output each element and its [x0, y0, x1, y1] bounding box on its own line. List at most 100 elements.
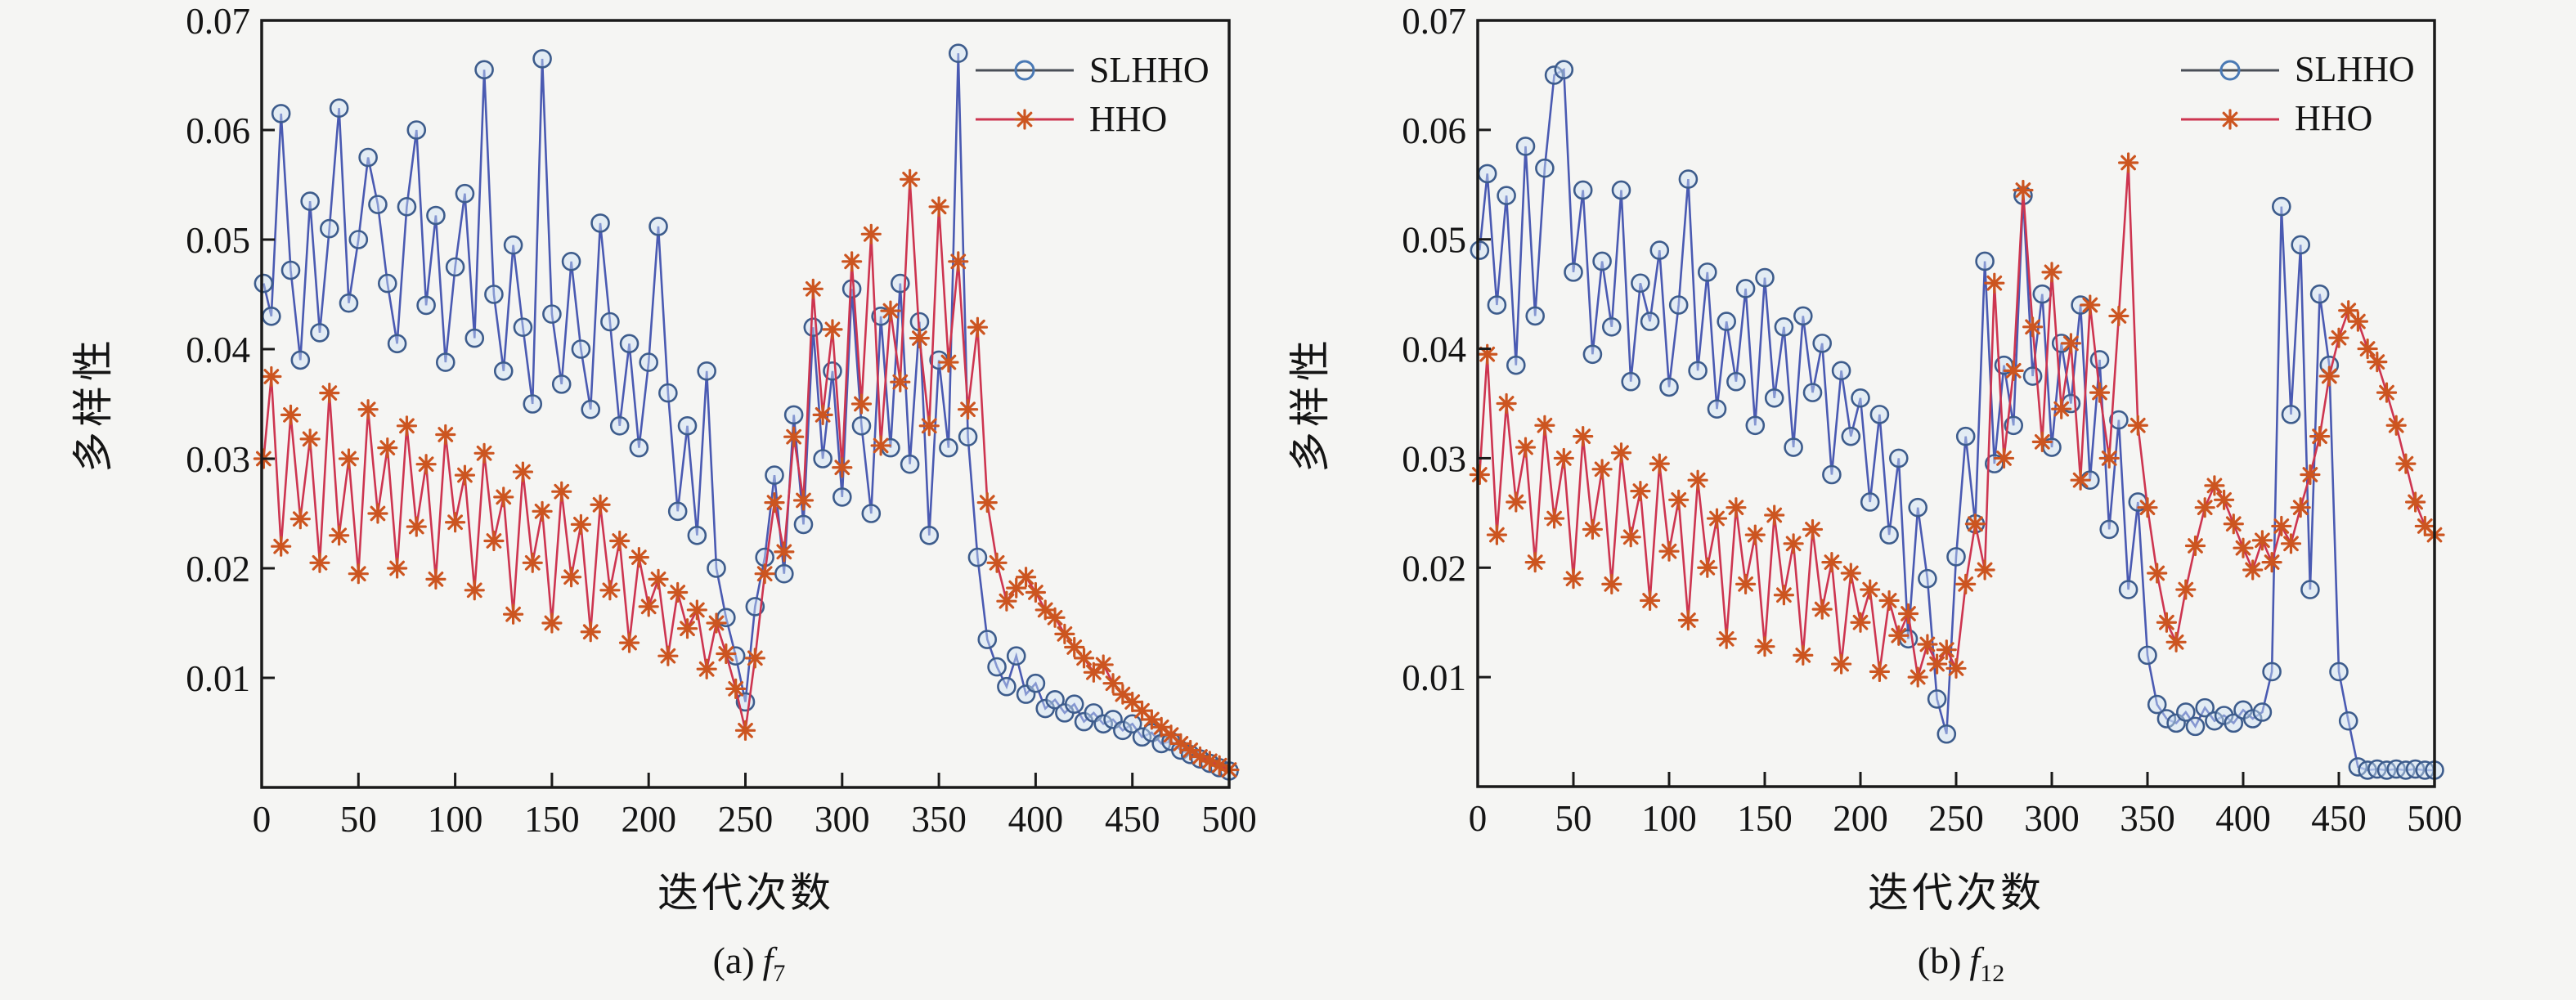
- x-tick-label: 50: [340, 799, 377, 840]
- asterisk-marker: [1201, 753, 1218, 769]
- asterisk-marker: [447, 514, 463, 531]
- asterisk-marker: [921, 418, 937, 434]
- asterisk-marker: [1173, 736, 1189, 751]
- caption-b-function-symbol: f: [1969, 939, 1981, 981]
- asterisk-marker: [2273, 518, 2290, 534]
- circle-marker: [1025, 673, 1046, 693]
- circle-marker: [1717, 312, 1736, 331]
- asterisk-marker: [824, 321, 841, 338]
- asterisk-marker: [631, 549, 647, 565]
- asterisk-marker: [786, 428, 802, 445]
- circle-marker: [523, 394, 543, 414]
- asterisk-marker: [1699, 559, 1716, 576]
- asterisk-marker: [2379, 384, 2394, 401]
- asterisk-marker: [2398, 455, 2414, 472]
- asterisk-marker: [428, 572, 444, 587]
- asterisk-marker: [1910, 669, 1926, 685]
- asterisk-marker: [1047, 609, 1063, 626]
- circle-marker: [2195, 697, 2215, 718]
- circle-marker: [2262, 661, 2282, 682]
- circle-marker: [619, 334, 640, 354]
- circle-marker: [300, 191, 320, 211]
- circle-marker: [1554, 60, 1574, 80]
- asterisk-marker: [2034, 433, 2050, 450]
- asterisk-marker: [834, 460, 850, 476]
- asterisk-marker: [2072, 472, 2089, 488]
- asterisk-marker: [1124, 694, 1141, 710]
- asterisk-marker: [505, 606, 521, 622]
- x-tick-label: 200: [621, 799, 676, 840]
- circle-marker: [1860, 492, 1880, 512]
- caption-b-prefix: (b): [1917, 939, 1962, 981]
- asterisk-marker: [2264, 554, 2280, 570]
- circle-marker: [590, 213, 610, 233]
- asterisk-marker: [931, 199, 947, 215]
- circle-marker: [1132, 727, 1152, 747]
- circle-marker: [1784, 437, 1803, 457]
- circle-marker: [2022, 366, 2043, 386]
- circle-marker: [406, 120, 427, 140]
- circle-marker: [1707, 399, 1727, 419]
- circle-marker: [1477, 164, 1497, 184]
- circle-marker: [745, 597, 765, 617]
- circle-marker: [1064, 694, 1084, 714]
- circle-marker: [967, 547, 988, 567]
- circle-marker: [2109, 410, 2129, 430]
- asterisk-marker: [1747, 527, 1763, 543]
- asterisk-marker: [1824, 554, 1840, 570]
- x-tick-label: 250: [1928, 798, 1984, 839]
- asterisk-marker: [1776, 587, 1792, 603]
- asterisk-marker: [2408, 494, 2423, 510]
- asterisk-marker: [1498, 396, 1515, 411]
- asterisk-marker: [1785, 536, 1802, 552]
- asterisk-marker: [2005, 362, 2022, 379]
- asterisk-marker: [1977, 562, 1993, 578]
- asterisk-marker: [622, 635, 637, 651]
- panel-b: 0 50 100 150 200 250 300 350 400 450 500 0.01 0.02 0.…: [1402, 1, 2462, 839]
- asterisk-marker: [496, 489, 512, 505]
- asterisk-marker: [534, 503, 550, 519]
- asterisk-marker: [1852, 614, 1869, 630]
- asterisk-marker: [892, 374, 909, 390]
- circle-marker: [2138, 645, 2157, 666]
- asterisk-marker: [1986, 275, 2003, 291]
- circle-marker: [387, 334, 407, 354]
- asterisk-marker: [1833, 656, 1849, 672]
- asterisk-marker: [263, 369, 280, 384]
- asterisk-marker: [2139, 500, 2156, 516]
- asterisk-marker: [1066, 639, 1083, 655]
- asterisk-marker: [1766, 507, 1783, 523]
- circle-marker: [1946, 547, 1966, 567]
- x-tick-label: 150: [1737, 798, 1793, 839]
- circle-marker: [2032, 284, 2053, 304]
- asterisk-marker: [1651, 455, 1667, 472]
- asterisk-marker: [350, 566, 366, 582]
- y-tick-label: 0.03: [186, 439, 250, 480]
- asterisk-marker: [689, 602, 705, 618]
- circle-marker: [851, 415, 872, 436]
- asterisk-marker: [970, 319, 985, 335]
- asterisk-marker: [302, 431, 318, 447]
- circle-marker: [377, 273, 397, 294]
- asterisk-marker: [738, 722, 753, 738]
- circle-marker: [2291, 235, 2310, 255]
- asterisk-marker: [1183, 742, 1199, 758]
- asterisk-marker: [1594, 461, 1610, 478]
- asterisk-marker: [1728, 500, 1744, 516]
- circle-marker: [1688, 361, 1708, 381]
- caption-a-subscript: 7: [773, 960, 786, 988]
- legend-asterisk-marker: [1016, 111, 1033, 128]
- x-tick-label: 150: [524, 799, 580, 840]
- circle-marker: [1592, 251, 1612, 271]
- circle-marker: [1678, 169, 1699, 189]
- circle-marker: [1755, 267, 1775, 288]
- circle-marker: [1822, 464, 1842, 485]
- asterisk-marker: [1948, 661, 1964, 676]
- circle-marker: [765, 465, 784, 485]
- asterisk-marker: [2245, 562, 2261, 578]
- series-hho-panel-b: [1469, 152, 2445, 688]
- asterisk-marker: [1891, 627, 1907, 643]
- asterisk-marker: [1738, 576, 1753, 592]
- asterisk-marker: [1604, 576, 1620, 592]
